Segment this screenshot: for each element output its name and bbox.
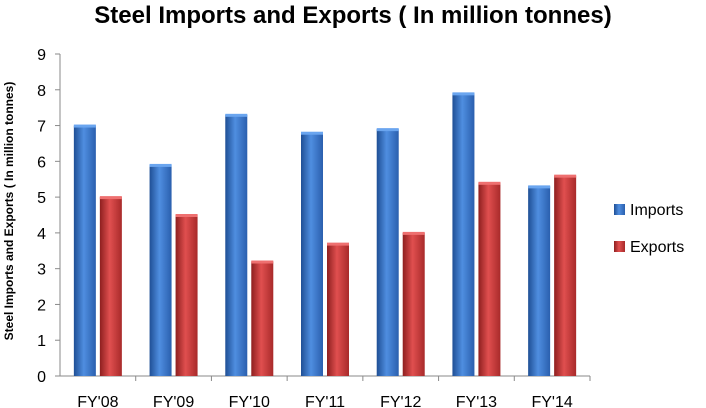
- legend-label-exports: Exports: [630, 239, 684, 256]
- bar-exports-fy09: [175, 215, 198, 376]
- bar-top-exports: [402, 231, 425, 235]
- bar-top-imports: [149, 163, 172, 167]
- bar-imports-fy13: [452, 93, 475, 376]
- bar-exports-fy11: [327, 243, 349, 376]
- legend-label-imports: Imports: [630, 202, 683, 219]
- y-tick-label: 3: [37, 262, 46, 279]
- y-tick-label: 4: [37, 226, 46, 243]
- bar-top-exports: [251, 260, 274, 264]
- legend-swatch-imports: [614, 204, 625, 215]
- x-tick-label: FY'13: [456, 394, 497, 408]
- chart-title: Steel Imports and Exports ( In million t…: [94, 2, 611, 29]
- legend: Imports Exports: [614, 202, 684, 256]
- y-axis-label: Steel Imports and Exports ( In million t…: [2, 82, 16, 341]
- y-tick-label: 6: [37, 154, 46, 171]
- bar-top-exports: [99, 196, 122, 200]
- y-tick-label: 5: [37, 190, 46, 207]
- y-tick-label: 7: [37, 119, 46, 136]
- x-tick-label: FY'12: [380, 394, 421, 408]
- bar-top-exports: [175, 214, 198, 217]
- bar-exports-fy14: [554, 175, 577, 376]
- bar-imports-fy14: [528, 186, 551, 376]
- bar-imports-fy12: [376, 129, 399, 376]
- bar-exports-fy08: [99, 197, 122, 376]
- bar-top-imports: [225, 113, 248, 117]
- legend-swatch-exports: [614, 241, 625, 252]
- x-tick-label: FY'11: [305, 394, 345, 408]
- x-tick-label: FY'10: [229, 394, 270, 408]
- y-tick-label: 9: [37, 47, 46, 64]
- bar-imports-fy09: [149, 164, 172, 376]
- bar-top-imports: [73, 124, 96, 128]
- bar-top-imports: [452, 92, 475, 96]
- bar-top-imports: [301, 131, 323, 135]
- y-tick-label: 1: [37, 333, 46, 350]
- bar-top-exports: [478, 181, 501, 185]
- plot-area: 0 1 2 3 4 5 6 7 8 9 FY'08 FY'09 FY'10 FY'11 FY'12 FY'13…: [37, 47, 591, 408]
- y-tick-label: 2: [37, 297, 46, 314]
- bar-exports-fy12: [402, 232, 425, 376]
- bar-top-imports: [528, 185, 551, 189]
- bar-exports-fy13: [478, 182, 501, 376]
- x-tick-label: FY'09: [153, 394, 194, 408]
- x-tick-label: FY'08: [77, 394, 118, 408]
- bar-imports-fy10: [225, 114, 248, 377]
- bar-top-exports: [554, 174, 577, 178]
- bar-imports-fy08: [73, 125, 96, 376]
- bar-top-exports: [327, 242, 349, 246]
- y-tick-label: 8: [37, 83, 46, 100]
- bar-imports-fy11: [301, 132, 323, 376]
- bar-top-imports: [376, 128, 399, 132]
- bar-exports-fy10: [251, 261, 274, 376]
- y-tick-label: 0: [37, 369, 46, 386]
- x-tick-label: FY'14: [531, 394, 572, 408]
